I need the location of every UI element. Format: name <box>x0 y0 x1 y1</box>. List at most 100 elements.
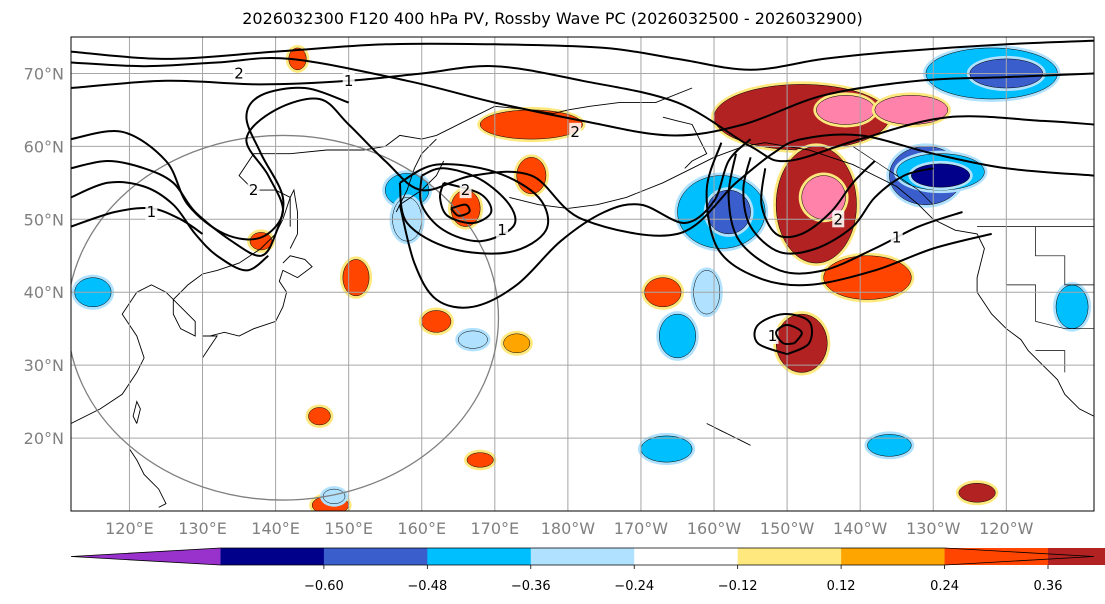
anomaly-blob <box>479 109 583 140</box>
colorbar-segment <box>841 548 946 565</box>
pv-contour <box>71 97 1094 241</box>
longitude-tick-labels: 120°E 130°E 140°E 150°E 160°E 170°E 180°W 170°W… <box>105 519 1034 538</box>
anomaly-blob <box>640 435 693 463</box>
anomaly-blob <box>823 255 912 300</box>
colorbar-segment <box>737 548 842 565</box>
coastline <box>395 138 445 213</box>
pv-contour <box>398 163 550 255</box>
colorbar-segment <box>323 548 428 565</box>
contour-label: 2 <box>461 181 471 199</box>
anomaly-blob <box>658 313 697 359</box>
pv-contour <box>71 65 1094 163</box>
pv-contour <box>760 160 876 239</box>
anomaly-blob <box>816 95 876 125</box>
contour-label: 1 <box>892 229 902 247</box>
colorbar-segment <box>220 548 325 565</box>
colorbar-segment <box>530 548 635 565</box>
colorbar-segment <box>634 548 739 565</box>
latitude-tick-labels: 20°N 30°N 40°N 50°N 60°N 70°N <box>24 64 64 448</box>
colorbar: −0.60−0.48−0.36−0.24−0.120.120.240.360.4… <box>70 547 1105 594</box>
lon-tick-label: 150°W <box>760 519 815 538</box>
anomaly-blob <box>503 333 531 354</box>
lon-tick-label: 140°W <box>833 519 888 538</box>
pv-contour <box>71 86 350 257</box>
lat-tick-label: 50°N <box>24 210 64 229</box>
contour-label-bg <box>569 122 582 140</box>
pv-contour <box>71 39 1094 71</box>
colorbar-segment <box>427 548 532 565</box>
lon-tick-label: 170°W <box>614 519 669 538</box>
colorbar-tick-label: 0.24 <box>930 579 959 594</box>
coastline <box>509 142 1094 417</box>
lon-tick-label: 120°W <box>979 519 1034 538</box>
colorbar-segment <box>1048 548 1105 565</box>
anomaly-blob <box>466 452 494 468</box>
anomaly-blob <box>458 330 488 349</box>
colorbar-tick-label: −0.12 <box>718 579 758 594</box>
pv-contour <box>775 323 803 346</box>
anomaly-blob <box>308 407 331 426</box>
contour-label: 2 <box>570 123 580 141</box>
contour-label-bg <box>459 181 472 199</box>
lon-tick-label: 160°W <box>687 519 742 538</box>
lon-tick-label: 150°E <box>324 519 373 538</box>
contour-label: 1 <box>497 221 507 239</box>
lat-tick-label: 30°N <box>24 356 64 375</box>
colorbar-tick-label: 0.12 <box>827 579 856 594</box>
coastline <box>662 116 708 169</box>
contour-label-bg <box>832 210 845 228</box>
contour-label: 1 <box>768 327 778 345</box>
border-line <box>1035 226 1094 286</box>
anomaly-blob <box>1055 284 1089 329</box>
pv-contour <box>419 167 517 243</box>
contour-label: 2 <box>249 181 259 199</box>
pv-contour <box>71 181 269 272</box>
pv-contour <box>753 313 813 356</box>
pv-contour <box>450 203 471 217</box>
lat-tick-label: 40°N <box>24 283 64 302</box>
colorbar-segment <box>944 548 1049 565</box>
colorbar-tick-label: 0.36 <box>1034 579 1063 594</box>
anomaly-blob <box>958 483 996 503</box>
contour-label-bg <box>890 228 903 246</box>
colorbar-tick-label: −0.24 <box>614 579 654 594</box>
lon-tick-label: 130°W <box>906 519 961 538</box>
colorbar-tick-label: −0.48 <box>407 579 447 594</box>
lat-tick-label: 60°N <box>24 137 64 156</box>
anomaly-blob <box>911 163 971 188</box>
contour-label-bg <box>342 71 355 89</box>
contour-label: 2 <box>833 210 843 228</box>
map-title: 2026032300 F120 400 hPa PV, Rossby Wave … <box>242 9 863 28</box>
coastline <box>132 400 141 424</box>
lon-tick-label: 120°E <box>105 519 154 538</box>
coastline <box>289 188 298 249</box>
contour-label-bg <box>233 64 246 82</box>
coastline <box>706 423 751 446</box>
contour-label-bg <box>496 221 509 239</box>
contour-label-bg <box>247 181 260 199</box>
lat-tick-label: 20°N <box>24 429 64 448</box>
lon-tick-label: 180°W <box>541 519 596 538</box>
anomaly-blob <box>874 95 949 125</box>
pv-contour <box>705 142 992 287</box>
coastline <box>209 255 313 337</box>
radius-circle <box>71 134 500 501</box>
lon-tick-label: 130°E <box>178 519 227 538</box>
colorbar-tick-label: −0.36 <box>511 579 551 594</box>
contour-label-bg <box>145 203 158 221</box>
pv-contour <box>71 56 1094 137</box>
lon-tick-label: 140°E <box>251 519 300 538</box>
pv-contour <box>398 138 752 309</box>
colorbar-outline <box>70 547 1095 566</box>
lat-tick-label: 70°N <box>24 64 64 83</box>
contour-label: 1 <box>344 72 354 90</box>
colorbar-extend-low <box>71 548 221 565</box>
plot-frame <box>70 36 1095 512</box>
pv-contour <box>742 157 934 255</box>
pv-contour <box>727 153 963 275</box>
anomaly-blob <box>421 310 452 333</box>
contour-label: 1 <box>147 203 157 221</box>
rossby-wave-ring <box>71 134 500 501</box>
